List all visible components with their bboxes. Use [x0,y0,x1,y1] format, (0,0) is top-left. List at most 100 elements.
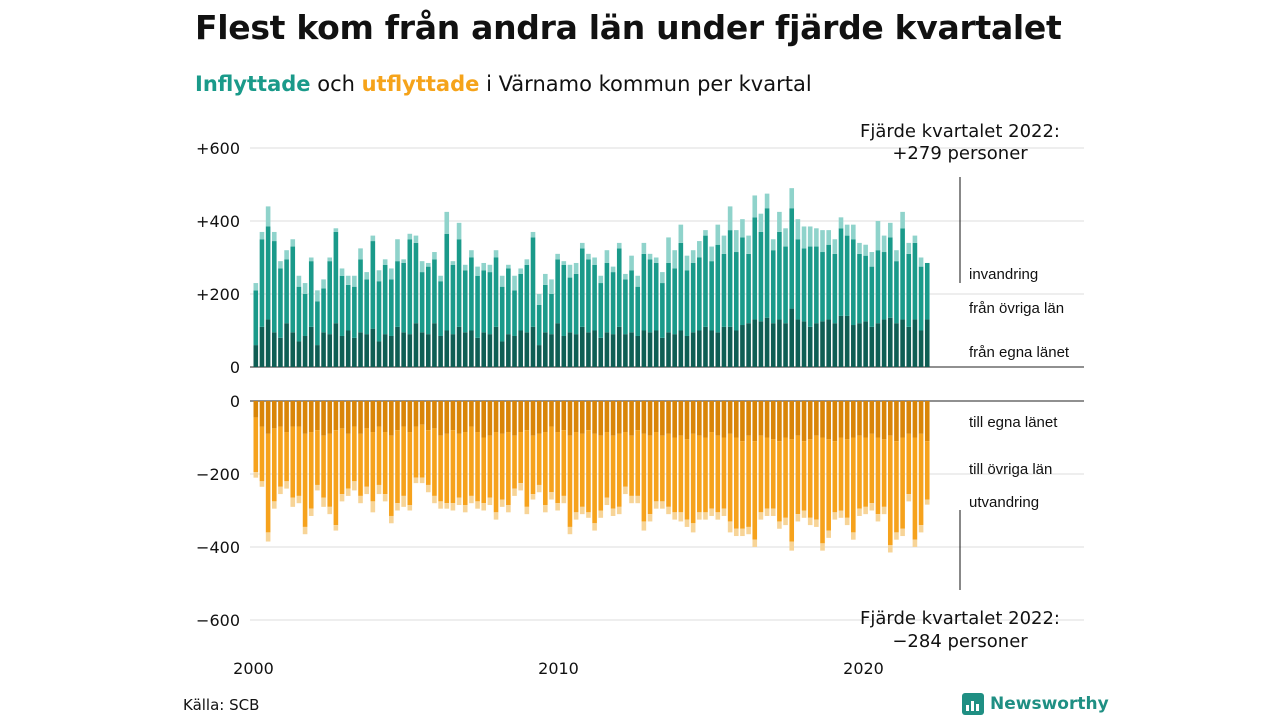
bar-out-emigration [524,506,530,515]
bar-out-other [764,437,770,509]
bar-in-immigration [900,211,905,229]
bar-in-immigration [826,230,831,245]
bar-out-own [382,401,388,433]
bar-in-other [481,270,487,333]
bar-in-immigration [579,242,585,249]
source-note: Källa: SCB [183,696,260,714]
brand-name: Newsworthy [990,694,1109,714]
bar-in-other [838,228,844,316]
bar-out-emigration [629,495,634,504]
bar-in-other [259,239,265,327]
bar-out-emigration [678,512,684,522]
bar-in-other [844,235,850,316]
bar-out-other [462,432,468,506]
bar-out-emigration [432,495,437,504]
bar-in-own [592,330,597,367]
bar-in-other [302,294,308,336]
y-tick-label: −600 [196,611,240,630]
bar-out-other [844,439,850,518]
bar-in-other [703,235,708,327]
bar-in-own [678,330,684,367]
bar-in-immigration [506,264,511,269]
bar-in-other [918,266,924,331]
bar-out-emigration [290,497,296,507]
bar-out-emigration [271,501,277,509]
bar-in-own [672,334,677,367]
bar-in-own [265,319,271,367]
bar-out-own [401,401,406,427]
bar-in-immigration [727,206,733,231]
bar-out-emigration [863,506,868,515]
bar-in-own [727,326,733,367]
bar-out-other [610,435,616,509]
bar-out-other [746,435,751,527]
bar-in-other [851,239,856,326]
bar-in-immigration [894,250,899,262]
bar-out-other [352,426,357,482]
bar-in-own [740,325,745,367]
bar-out-own [579,401,585,434]
bar-in-other [777,231,782,320]
bar-in-immigration [758,213,764,232]
bar-in-other [801,248,807,322]
bar-in-own [770,323,776,367]
bar-in-immigration [481,262,487,271]
bar-out-emigration [918,525,924,533]
bar-in-own [641,330,647,367]
bar-out-emigration [826,530,831,538]
bar-in-immigration [604,250,610,263]
bar-in-own [450,334,456,367]
bar-out-own [629,401,634,436]
bar-out-own [364,401,369,429]
bar-in-immigration [407,233,413,240]
bar-out-emigration [549,492,554,500]
bar-in-own [838,315,844,367]
bar-in-immigration [382,259,388,265]
bar-out-own [444,401,450,434]
bar-in-other [358,259,363,333]
bar-in-other [475,275,480,338]
bar-out-emigration [339,494,345,502]
bar-in-immigration [832,239,838,254]
bar-out-emigration [733,528,739,537]
bar-in-immigration [660,272,665,284]
bar-in-own [549,334,554,367]
bar-in-immigration [296,275,302,287]
bar-in-own [733,330,739,367]
bar-in-other [857,253,862,324]
bar-out-emigration [296,495,302,504]
bar-in-immigration [376,270,382,282]
bar-in-own [869,326,875,367]
bar-out-own [265,401,271,434]
bar-in-own [543,332,548,367]
bar-in-own [407,334,413,367]
bar-in-other [641,253,647,331]
bar-out-own [869,401,875,434]
bar-in-immigration [592,257,597,265]
bar-out-own [678,401,684,436]
bar-in-immigration [777,211,782,232]
bar-in-own [666,332,671,367]
bar-out-own [604,401,610,433]
bar-in-other [598,283,604,338]
bar-out-own [733,401,739,438]
bar-in-own [327,334,333,367]
bar-out-other [315,430,320,485]
bar-in-immigration [623,273,628,280]
bar-out-own [795,401,801,436]
bar-in-own [401,332,406,367]
bar-out-own [561,401,567,431]
bar-out-own [727,401,733,434]
bar-out-other [690,433,696,524]
bar-out-own [290,401,296,427]
bar-in-other [389,279,394,336]
bar-in-immigration [912,235,918,243]
bar-out-other [321,435,326,498]
bar-out-other [339,428,345,495]
bar-in-other [376,281,382,342]
bar-in-own [690,332,696,367]
bar-in-immigration [869,252,875,267]
subtitle-inflow-word: Inflyttade [195,72,311,96]
bar-in-immigration [469,250,474,258]
